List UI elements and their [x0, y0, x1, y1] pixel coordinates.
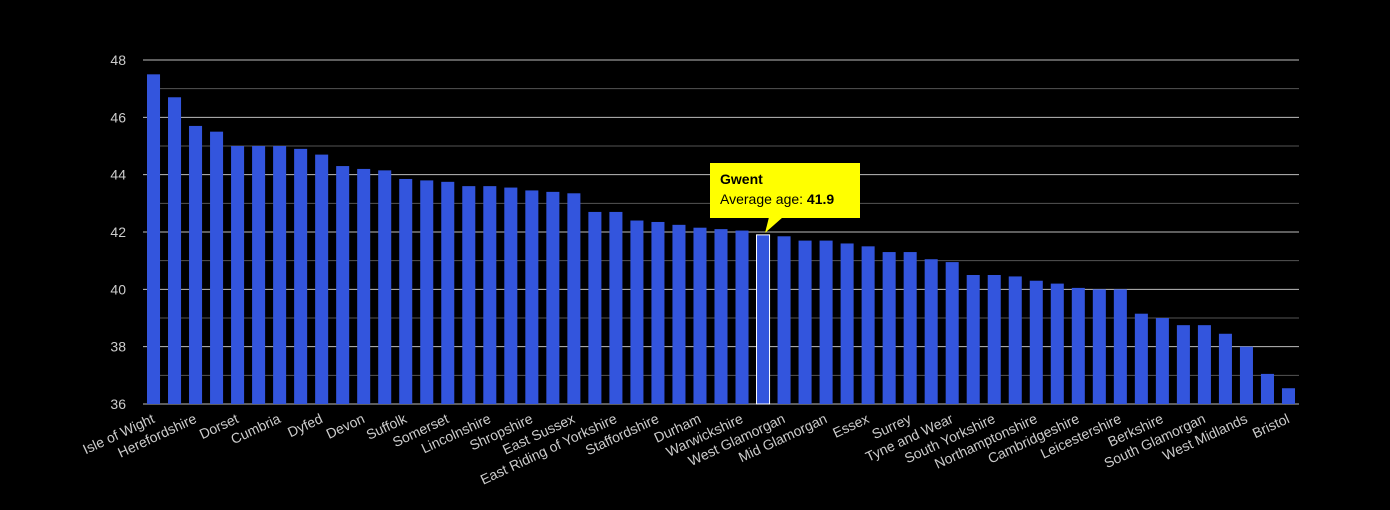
bar[interactable]: [861, 246, 875, 404]
bar[interactable]: [588, 211, 602, 404]
bar[interactable]: [504, 187, 518, 404]
bar[interactable]: [714, 229, 728, 404]
bar[interactable]: [462, 186, 476, 404]
bar[interactable]: [1050, 283, 1064, 404]
bar[interactable]: [567, 193, 581, 404]
x-tick-label: Bristol: [1250, 410, 1292, 441]
y-tick-label: 36: [110, 396, 126, 412]
bar[interactable]: [1281, 388, 1296, 404]
bar[interactable]: [798, 240, 812, 404]
bar[interactable]: [1197, 325, 1211, 404]
bar[interactable]: [1008, 276, 1022, 404]
bar[interactable]: [315, 154, 329, 404]
bar[interactable]: [1155, 318, 1169, 404]
tooltip-value: 41.9: [806, 191, 835, 207]
bar[interactable]: [546, 191, 560, 404]
y-tick-label: 40: [110, 281, 126, 297]
bar[interactable]: [1176, 325, 1190, 404]
bar[interactable]: [1260, 373, 1274, 404]
bar[interactable]: [1218, 333, 1232, 404]
bar[interactable]: [399, 178, 413, 404]
tooltip-label: Average age:: [720, 191, 804, 207]
bar[interactable]: [420, 180, 434, 404]
bar[interactable]: [273, 146, 287, 404]
bar[interactable]: [882, 252, 896, 404]
bar[interactable]: [924, 259, 938, 404]
bar[interactable]: [210, 131, 224, 404]
bar[interactable]: [1113, 289, 1127, 404]
x-tick-label: Essex: [830, 410, 871, 441]
bar[interactable]: [146, 74, 161, 404]
tooltip-body: Average age: 41.9: [720, 191, 850, 207]
y-tick-label: 46: [110, 109, 126, 125]
bar[interactable]: [1029, 280, 1043, 404]
bar[interactable]: [987, 275, 1001, 404]
bar[interactable]: [651, 221, 665, 404]
tooltip-title: Gwent: [720, 171, 763, 187]
bar[interactable]: [294, 148, 308, 404]
y-tick-label: 42: [110, 224, 126, 240]
y-axis-ticks: 36 38 40 42 44 46 48: [110, 52, 126, 412]
bar[interactable]: [966, 275, 980, 404]
bar[interactable]: [945, 262, 959, 404]
bar-highlighted[interactable]: [756, 234, 771, 405]
x-tick-label: Devon: [324, 410, 367, 442]
bar[interactable]: [189, 125, 203, 404]
y-tick-label: 44: [110, 167, 126, 183]
bar[interactable]: [441, 181, 455, 404]
tooltip: Gwent Average age: 41.9: [710, 163, 860, 218]
bar[interactable]: [1092, 289, 1106, 404]
bar[interactable]: [1239, 346, 1253, 404]
bar[interactable]: [483, 186, 497, 404]
bar[interactable]: [840, 243, 854, 404]
tooltip-pointer: [765, 217, 784, 233]
bar[interactable]: [630, 220, 644, 404]
bar[interactable]: [609, 211, 623, 404]
bar[interactable]: [735, 230, 749, 404]
bar[interactable]: [336, 166, 350, 404]
bar[interactable]: [1071, 287, 1085, 404]
x-tick-label: Dyfed: [285, 410, 325, 440]
bar[interactable]: [252, 146, 266, 404]
bar[interactable]: [525, 190, 539, 404]
bar[interactable]: [672, 224, 686, 404]
bar[interactable]: [168, 97, 182, 405]
bar[interactable]: [1134, 313, 1148, 404]
bars: [146, 74, 1296, 405]
bar[interactable]: [231, 146, 245, 404]
bar[interactable]: [903, 252, 917, 404]
bar[interactable]: [357, 168, 371, 404]
y-tick-label: 38: [110, 339, 126, 355]
bar[interactable]: [777, 236, 791, 404]
bar[interactable]: [693, 227, 707, 404]
bar[interactable]: [819, 240, 833, 404]
y-tick-label: 48: [110, 52, 126, 68]
bar[interactable]: [378, 170, 392, 404]
